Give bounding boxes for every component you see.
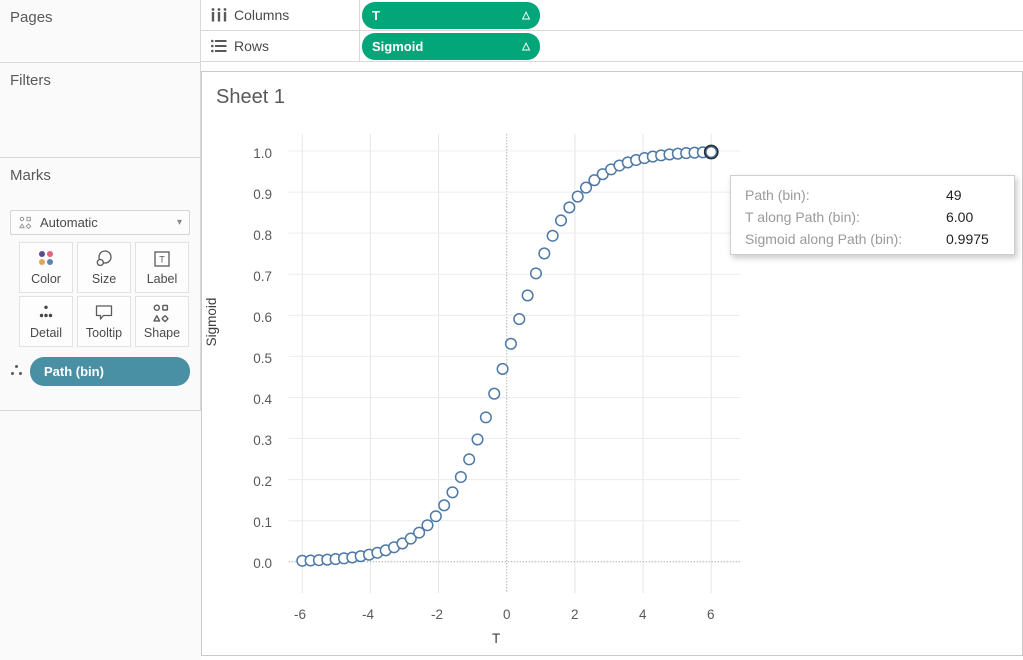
svg-text:T: T: [159, 255, 165, 265]
